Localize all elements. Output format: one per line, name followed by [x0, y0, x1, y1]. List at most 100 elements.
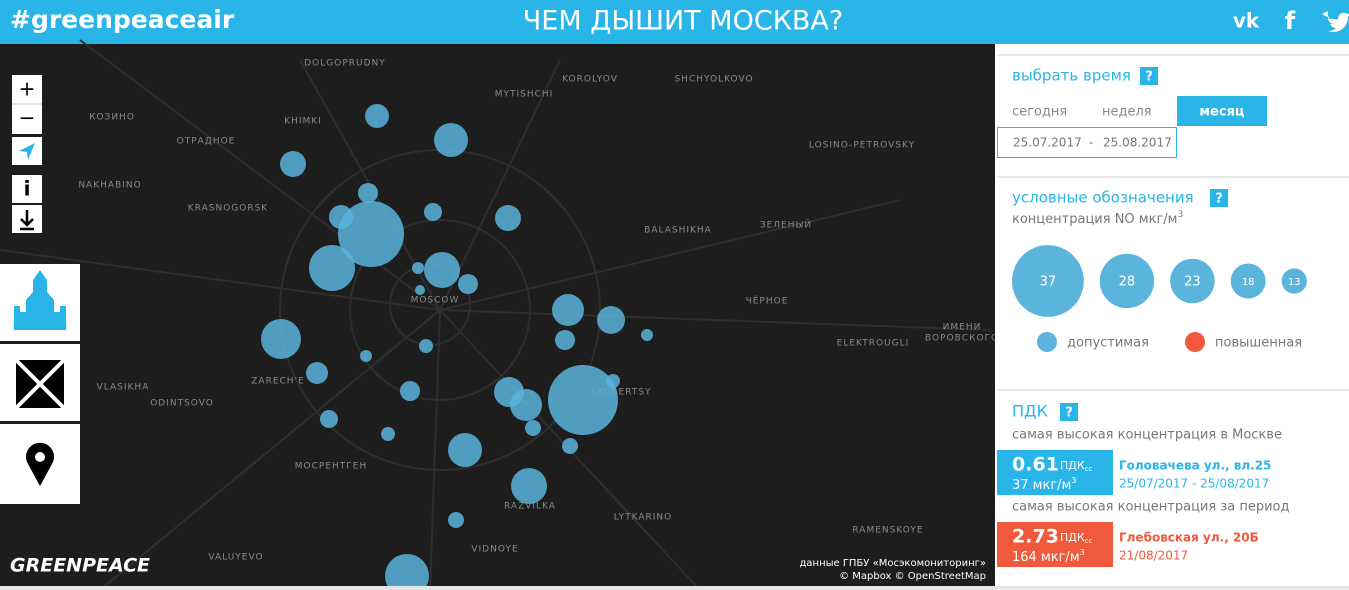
station-bubble[interactable]	[606, 374, 620, 388]
time-tab[interactable]: неделя	[1102, 105, 1152, 120]
legend-size-label: 13	[1288, 277, 1301, 288]
station-bubbles	[261, 104, 653, 590]
pdk-box	[997, 522, 1113, 567]
help-button[interactable]	[1140, 67, 1158, 85]
date-range[interactable]	[997, 127, 1177, 158]
station-bubble[interactable]	[261, 319, 301, 359]
kremlin-icon	[14, 270, 66, 330]
legend-bubble	[1230, 263, 1266, 299]
legend-bubble	[1170, 258, 1215, 304]
pdk-index: 2.73	[1012, 526, 1059, 548]
station-bubble[interactable]	[320, 410, 338, 428]
date-separator: -	[1089, 136, 1093, 150]
station-bubble[interactable]	[309, 245, 355, 291]
time-tabs: сегодня неделя месяц	[1012, 96, 1267, 126]
legend: 37 28 23 18 13 допустимая повышенная	[1012, 245, 1307, 352]
place-label: MYTISHCHI	[495, 90, 554, 100]
place-label: ОТРАДНОЕ	[177, 137, 236, 147]
legend-label: допустимая	[1067, 336, 1149, 351]
station-bubble[interactable]	[338, 201, 404, 267]
pdk-index: 0.61	[1012, 454, 1059, 476]
info-button[interactable]	[12, 175, 42, 203]
legend-bubble	[1099, 253, 1155, 309]
place-label: LYTKARINO	[614, 513, 672, 523]
place-label: ИМЕНИ	[943, 323, 982, 333]
pdk-address[interactable]: Головачева ул., вл.25	[1119, 459, 1271, 473]
panel-dividers	[997, 54, 1349, 391]
time-tab[interactable]: месяц	[1199, 105, 1244, 120]
hashtag[interactable]: #greenpeaceair	[10, 5, 235, 34]
legend-size-label: 23	[1184, 275, 1201, 290]
station-bubble[interactable]	[552, 294, 584, 326]
station-bubble[interactable]	[358, 183, 378, 203]
active-tab[interactable]	[1177, 96, 1267, 126]
subscript: сс	[1085, 465, 1093, 473]
download-icon	[20, 210, 34, 231]
place-label: VIDNOYE	[471, 545, 518, 555]
pdk-title: ПДК	[1012, 402, 1049, 421]
station-bubble[interactable]	[365, 104, 389, 128]
station-bubble[interactable]	[400, 381, 420, 401]
zoom-out[interactable]: −	[19, 106, 36, 130]
map-view-icon	[14, 358, 66, 410]
place-label: КОЗИНО	[89, 113, 135, 123]
station-bubble[interactable]	[434, 123, 468, 157]
legend-size-label: 18	[1242, 277, 1255, 288]
place-label: KRASNOGORSK	[188, 204, 269, 214]
station-bubble[interactable]	[448, 512, 464, 528]
station-bubble[interactable]	[419, 339, 433, 353]
station-bubble[interactable]	[510, 389, 542, 421]
place-label: RAMENSKOYE	[852, 526, 923, 536]
map[interactable]	[0, 44, 995, 586]
place-label: KHIMKI	[284, 117, 322, 127]
twitter-link[interactable]	[1322, 11, 1349, 32]
station-bubble[interactable]	[448, 433, 482, 467]
station-bubble[interactable]	[555, 330, 575, 350]
pdk-concentration: 164 мкг/м	[1012, 550, 1080, 565]
greenpeace-logo[interactable]: GREENPEACE	[10, 555, 150, 577]
station-bubble[interactable]	[641, 329, 653, 341]
legend-size-label: 37	[1040, 275, 1057, 290]
station-bubble[interactable]	[385, 554, 429, 590]
pin-icon	[35, 452, 45, 462]
help-button[interactable]	[1060, 403, 1078, 421]
station-bubble[interactable]	[280, 151, 306, 177]
time-tab[interactable]: сегодня	[1012, 105, 1067, 120]
place-label: LYUBERTSY	[592, 388, 651, 398]
station-bubble[interactable]	[412, 262, 424, 274]
vk-link[interactable]: vk	[1233, 9, 1260, 33]
help-button[interactable]	[1210, 189, 1228, 207]
place-label: MOSCOW	[411, 296, 460, 306]
station-bubble[interactable]	[424, 203, 442, 221]
legend-bubble	[1281, 268, 1307, 294]
station-bubble[interactable]	[495, 205, 521, 231]
zoom-in[interactable]: +	[19, 77, 36, 101]
help-icon: ?	[1215, 192, 1223, 207]
station-bubble[interactable]	[424, 252, 460, 288]
date-to: 25.08.2017	[1103, 136, 1172, 150]
superscript: 3	[1071, 476, 1076, 485]
station-bubble[interactable]	[548, 365, 618, 435]
station-bubble[interactable]	[415, 285, 425, 295]
station-bubble[interactable]	[525, 420, 541, 436]
station-bubble[interactable]	[360, 350, 372, 362]
place-label: ZARECH'E	[251, 377, 304, 387]
legend-title: условные обозначения	[1012, 189, 1194, 207]
place-label: VLASIKHA	[97, 383, 150, 393]
facebook-link[interactable]: f	[1285, 7, 1296, 35]
pdk-address[interactable]: Глебовская ул., 20Б	[1119, 531, 1259, 545]
station-bubble[interactable]	[306, 362, 328, 384]
station-bubble[interactable]	[381, 427, 395, 441]
legend-bubble	[1012, 245, 1084, 317]
station-bubble[interactable]	[562, 438, 578, 454]
station-bubble[interactable]	[511, 468, 547, 504]
legend-subtitle: концентрация NO мкг/м	[1012, 212, 1177, 227]
place-label: ЗЕЛЕНЫЙ	[760, 219, 812, 231]
place-label: KOROLYOV	[562, 75, 618, 85]
station-bubble[interactable]	[597, 306, 625, 334]
attribution[interactable]: © Mapbox © OpenStreetMap	[839, 571, 986, 582]
station-bubble[interactable]	[458, 274, 478, 294]
pdk-concentration: 37 мкг/м3	[1012, 476, 1076, 493]
